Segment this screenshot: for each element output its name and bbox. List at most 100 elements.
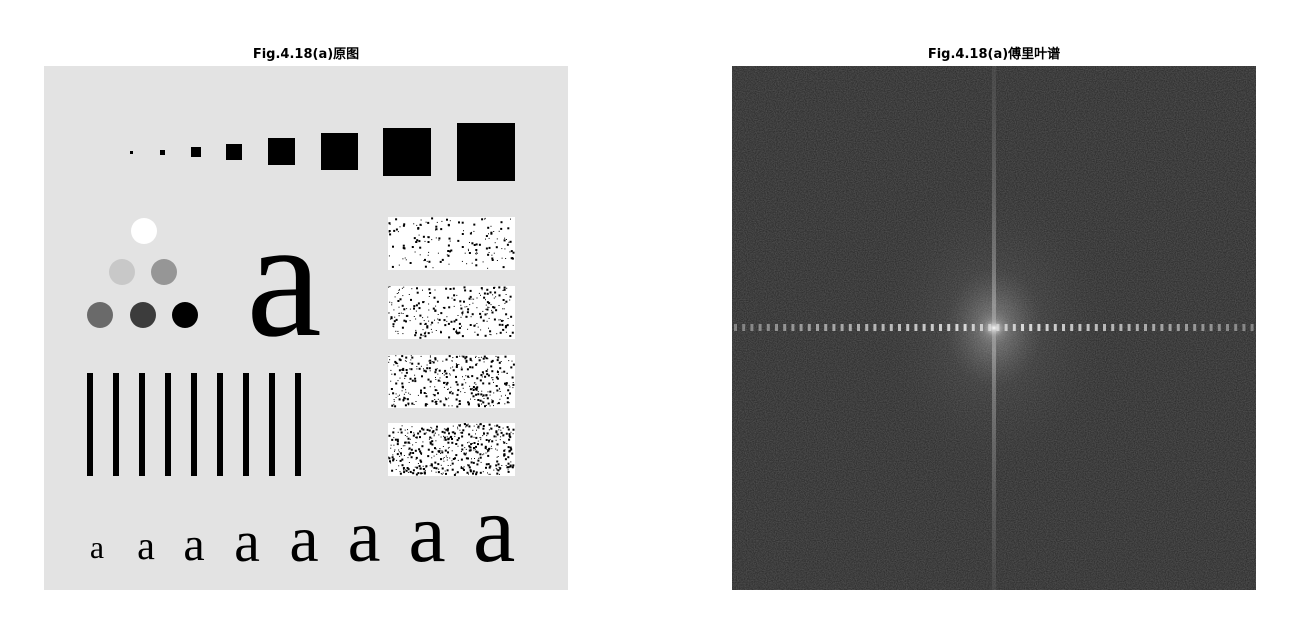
noise-rectangles bbox=[388, 217, 515, 476]
noise-dot bbox=[485, 247, 488, 250]
noise-dot bbox=[463, 423, 465, 425]
noise-dot bbox=[462, 467, 464, 469]
noise-dot bbox=[416, 368, 418, 370]
noise-dot bbox=[396, 443, 399, 446]
noise-dot bbox=[421, 375, 423, 378]
noise-dot bbox=[487, 374, 490, 377]
noise-dot bbox=[464, 289, 467, 292]
noise-dot bbox=[485, 439, 488, 441]
noise-dot bbox=[508, 402, 510, 404]
noise-dot bbox=[434, 386, 436, 388]
noise-dot bbox=[393, 364, 395, 366]
noise-dot bbox=[468, 445, 471, 448]
noise-dot bbox=[499, 439, 501, 441]
noise-dot bbox=[427, 254, 429, 256]
noise-dot bbox=[441, 451, 444, 454]
noise-dot bbox=[403, 369, 405, 371]
noise-dot bbox=[431, 450, 434, 453]
noise-dot bbox=[473, 442, 476, 444]
noise-dot bbox=[446, 457, 448, 459]
noise-dot bbox=[437, 392, 439, 395]
noise-dot bbox=[506, 239, 507, 240]
noise-dot bbox=[488, 306, 490, 308]
noise-dot bbox=[400, 312, 402, 314]
noise-dot bbox=[493, 392, 495, 394]
noise-dot bbox=[431, 437, 433, 439]
noise-dot bbox=[467, 464, 468, 466]
spectrum-dot bbox=[848, 324, 852, 331]
noise-dot bbox=[404, 435, 406, 436]
noise-dot bbox=[486, 373, 489, 376]
noise-dot bbox=[432, 267, 434, 269]
spectrum-dot bbox=[791, 324, 795, 331]
noise-dot bbox=[476, 307, 478, 309]
noise-dot bbox=[409, 442, 411, 444]
noise-dot bbox=[415, 473, 418, 476]
noise-dot bbox=[399, 459, 402, 462]
noise-dot bbox=[493, 306, 496, 309]
noise-dot bbox=[406, 467, 409, 469]
noise-dot bbox=[431, 470, 433, 472]
noise-dot bbox=[469, 385, 471, 387]
noise-dot bbox=[433, 466, 436, 469]
noise-dot bbox=[490, 427, 493, 430]
noise-dot bbox=[499, 468, 501, 470]
noise-dot bbox=[419, 336, 422, 339]
noise-dot bbox=[451, 462, 454, 465]
noise-dot bbox=[495, 355, 497, 357]
noise-dot bbox=[442, 373, 443, 374]
noise-dot bbox=[455, 363, 457, 365]
noise-dot bbox=[496, 425, 498, 427]
noise-dot bbox=[439, 400, 442, 403]
noise-dot bbox=[485, 466, 487, 469]
spectrum-dot bbox=[1185, 324, 1188, 331]
noise-dot bbox=[393, 403, 395, 405]
noise-dot bbox=[456, 405, 459, 408]
spectrum-dot bbox=[881, 324, 885, 331]
noise-dot bbox=[496, 472, 499, 475]
noise-dot bbox=[493, 405, 494, 407]
noise-dot bbox=[409, 470, 412, 473]
noise-dot bbox=[507, 389, 510, 392]
noise-dot bbox=[405, 391, 407, 393]
letter-a: a bbox=[408, 487, 445, 580]
noise-dot bbox=[470, 443, 473, 446]
noise-dot bbox=[420, 224, 422, 226]
bar bbox=[295, 373, 301, 476]
square bbox=[321, 133, 358, 170]
noise-dot bbox=[458, 331, 461, 334]
noise-dot bbox=[469, 232, 472, 235]
noise-dot bbox=[491, 377, 493, 379]
noise-dot bbox=[423, 432, 426, 435]
noise-dot bbox=[445, 472, 447, 475]
noise-dot bbox=[392, 458, 395, 461]
noise-dot bbox=[495, 448, 497, 450]
noise-dot bbox=[445, 398, 448, 401]
noise-dot bbox=[420, 355, 422, 357]
noise-dot bbox=[433, 296, 436, 299]
noise-dot bbox=[477, 326, 479, 328]
spectrum-dot bbox=[947, 324, 951, 331]
noise-dot bbox=[469, 242, 470, 243]
spectrum-dot bbox=[898, 324, 901, 331]
noise-dot bbox=[440, 312, 443, 315]
letter-a: a bbox=[137, 523, 155, 568]
noise-dot bbox=[474, 331, 476, 333]
noise-dot bbox=[501, 323, 504, 326]
noise-dot bbox=[497, 463, 500, 466]
noise-dot bbox=[388, 434, 391, 437]
noise-dot bbox=[511, 331, 514, 334]
noise-dot bbox=[508, 433, 511, 436]
noise-dot bbox=[463, 452, 466, 455]
noise-dot bbox=[503, 453, 506, 456]
noise-dot bbox=[508, 449, 511, 452]
noise-dot bbox=[437, 360, 439, 362]
noise-dot bbox=[405, 371, 408, 374]
noise-dot bbox=[442, 446, 444, 447]
noise-dot bbox=[422, 441, 424, 443]
noise-dot bbox=[450, 436, 453, 438]
noise-dot bbox=[468, 252, 471, 254]
noise-dot bbox=[400, 431, 403, 434]
spectrum-dot bbox=[734, 324, 737, 331]
noise-dot bbox=[407, 441, 410, 444]
